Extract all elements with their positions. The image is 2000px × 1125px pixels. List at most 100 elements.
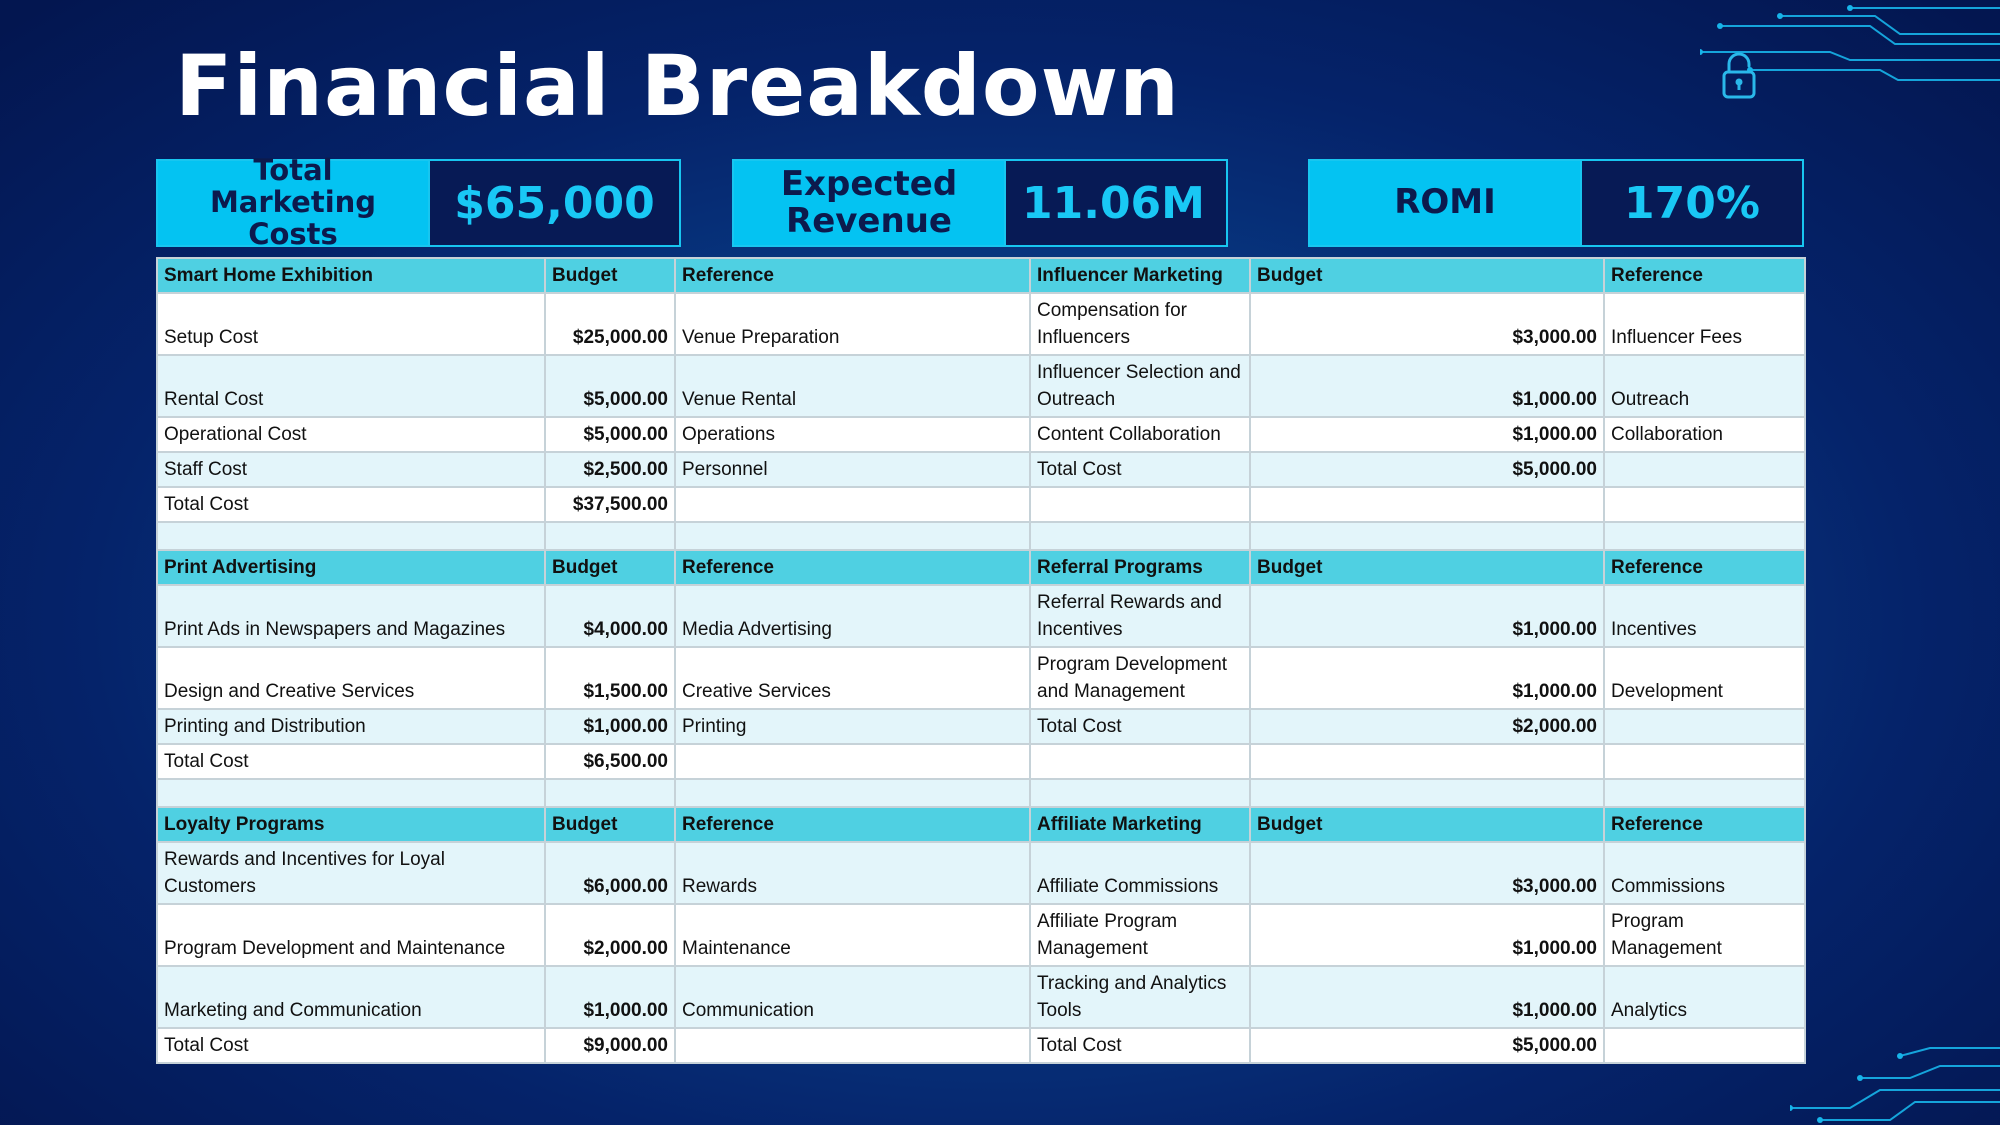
budget-cell: $5,000.00 [544, 354, 676, 418]
section-header: Loyalty Programs [156, 806, 546, 843]
reference-cell [674, 1027, 1031, 1064]
budget-cell: $5,000.00 [544, 416, 676, 453]
spacer-cell [544, 778, 676, 808]
spacer-cell [1603, 778, 1806, 808]
spacer-cell [544, 521, 676, 551]
budget-header: Budget [544, 549, 676, 586]
item-cell: Tracking and Analytics Tools [1029, 965, 1251, 1029]
table-header-row: Smart Home Exhibition Budget Reference Infl… [156, 257, 1806, 294]
budget-cell: $2,000.00 [1249, 708, 1605, 745]
reference-cell: Creative Services [674, 646, 1031, 710]
item-cell [1029, 486, 1251, 523]
reference-cell [1603, 486, 1806, 523]
budget-cell: $6,000.00 [544, 841, 676, 905]
reference-cell: Program Management [1603, 903, 1806, 967]
item-cell: Affiliate Commissions [1029, 841, 1251, 905]
reference-cell [1603, 743, 1806, 780]
item-cell: Print Ads in Newspapers and Magazines [156, 584, 546, 648]
spacer-cell [1029, 521, 1251, 551]
section-header: Referral Programs [1029, 549, 1251, 586]
reference-cell: Analytics [1603, 965, 1806, 1029]
table-row: Operational Cost $5,000.00 Operations Conte… [156, 416, 1806, 453]
kpi-label: Total Marketing Costs [158, 154, 428, 250]
budget-cell: $2,500.00 [544, 451, 676, 488]
budget-header: Budget [1249, 806, 1605, 843]
budget-cell: $1,000.00 [1249, 584, 1605, 648]
item-cell: Total Cost [1029, 1027, 1251, 1064]
budget-cell: $1,000.00 [544, 708, 676, 745]
financial-breakdown-table: Smart Home Exhibition Budget Reference Infl… [156, 257, 1806, 1064]
reference-cell [674, 486, 1031, 523]
table-row: Rewards and Incentives for Loyal Custome… [156, 841, 1806, 905]
circuit-decoration-bottom [1790, 1047, 2000, 1123]
item-cell: Program Development and Maintenance [156, 903, 546, 967]
spacer-cell [674, 778, 1031, 808]
spacer-cell [1249, 778, 1605, 808]
kpi-value: 11.06M [1004, 161, 1226, 245]
table-row: Staff Cost $2,500.00 Personnel Total Cost $5… [156, 451, 1806, 488]
kpi-romi: ROMI 170% [1308, 159, 1804, 247]
item-cell: Total Cost [156, 1027, 546, 1064]
spacer-cell [1249, 521, 1605, 551]
spacer-row [156, 521, 1806, 551]
kpi-value: $65,000 [428, 161, 679, 245]
section-header: Smart Home Exhibition [156, 257, 546, 294]
reference-cell [1603, 1027, 1806, 1064]
spacer-cell [674, 521, 1031, 551]
page-title: Financial Breakdown [175, 37, 1180, 135]
table-row: Printing and Distribution $1,000.00 Printi… [156, 708, 1806, 745]
table-row: Total Cost $9,000.00 Total Cost $5,000.00 [156, 1027, 1806, 1064]
reference-cell: Venue Preparation [674, 292, 1031, 356]
reference-cell: Rewards [674, 841, 1031, 905]
reference-header: Reference [674, 257, 1031, 294]
item-cell: Operational Cost [156, 416, 546, 453]
kpi-label: ROMI [1310, 161, 1580, 245]
budget-cell: $3,000.00 [1249, 841, 1605, 905]
reference-header: Reference [1603, 257, 1806, 294]
circuit-decoration-top [1700, 5, 2000, 81]
table-header-row: Print Advertising Budget Reference Referral… [156, 549, 1806, 586]
reference-cell: Media Advertising [674, 584, 1031, 648]
reference-header: Reference [1603, 549, 1806, 586]
table-row: Design and Creative Services $1,500.00 Cre… [156, 646, 1806, 710]
item-cell: Content Collaboration [1029, 416, 1251, 453]
item-cell: Staff Cost [156, 451, 546, 488]
budget-cell: $25,000.00 [544, 292, 676, 356]
item-cell: Total Cost [1029, 708, 1251, 745]
budget-cell: $9,000.00 [544, 1027, 676, 1064]
reference-header: Reference [1603, 806, 1806, 843]
kpi-expected-revenue: Expected Revenue 11.06M [732, 159, 1228, 247]
item-cell: Printing and Distribution [156, 708, 546, 745]
spacer-cell [1029, 778, 1251, 808]
item-cell: Rewards and Incentives for Loyal Custome… [156, 841, 546, 905]
reference-header: Reference [674, 549, 1031, 586]
table-row: Total Cost $6,500.00 [156, 743, 1806, 780]
reference-cell: Incentives [1603, 584, 1806, 648]
budget-cell: $1,000.00 [1249, 903, 1605, 967]
budget-cell [1249, 486, 1605, 523]
item-cell: Rental Cost [156, 354, 546, 418]
table-row: Marketing and Communication $1,000.00 Comm… [156, 965, 1806, 1029]
reference-cell: Influencer Fees [1603, 292, 1806, 356]
item-cell [1029, 743, 1251, 780]
item-cell: Affiliate Program Management [1029, 903, 1251, 967]
reference-cell: Printing [674, 708, 1031, 745]
kpi-label: Expected Revenue [734, 161, 1004, 245]
reference-cell [674, 743, 1031, 780]
table-row: Rental Cost $5,000.00 Venue Rental Influenc… [156, 354, 1806, 418]
budget-cell: $1,000.00 [1249, 646, 1605, 710]
section-header: Affiliate Marketing [1029, 806, 1251, 843]
budget-cell: $3,000.00 [1249, 292, 1605, 356]
budget-header: Budget [544, 257, 676, 294]
reference-cell: Collaboration [1603, 416, 1806, 453]
reference-cell: Personnel [674, 451, 1031, 488]
spacer-cell [156, 521, 546, 551]
reference-cell: Commissions [1603, 841, 1806, 905]
budget-cell: $6,500.00 [544, 743, 676, 780]
section-header: Influencer Marketing [1029, 257, 1251, 294]
table-row: Setup Cost $25,000.00 Venue Preparation Com… [156, 292, 1806, 356]
section-header: Print Advertising [156, 549, 546, 586]
reference-cell: Maintenance [674, 903, 1031, 967]
kpi-value: 170% [1580, 161, 1802, 245]
reference-cell: Venue Rental [674, 354, 1031, 418]
